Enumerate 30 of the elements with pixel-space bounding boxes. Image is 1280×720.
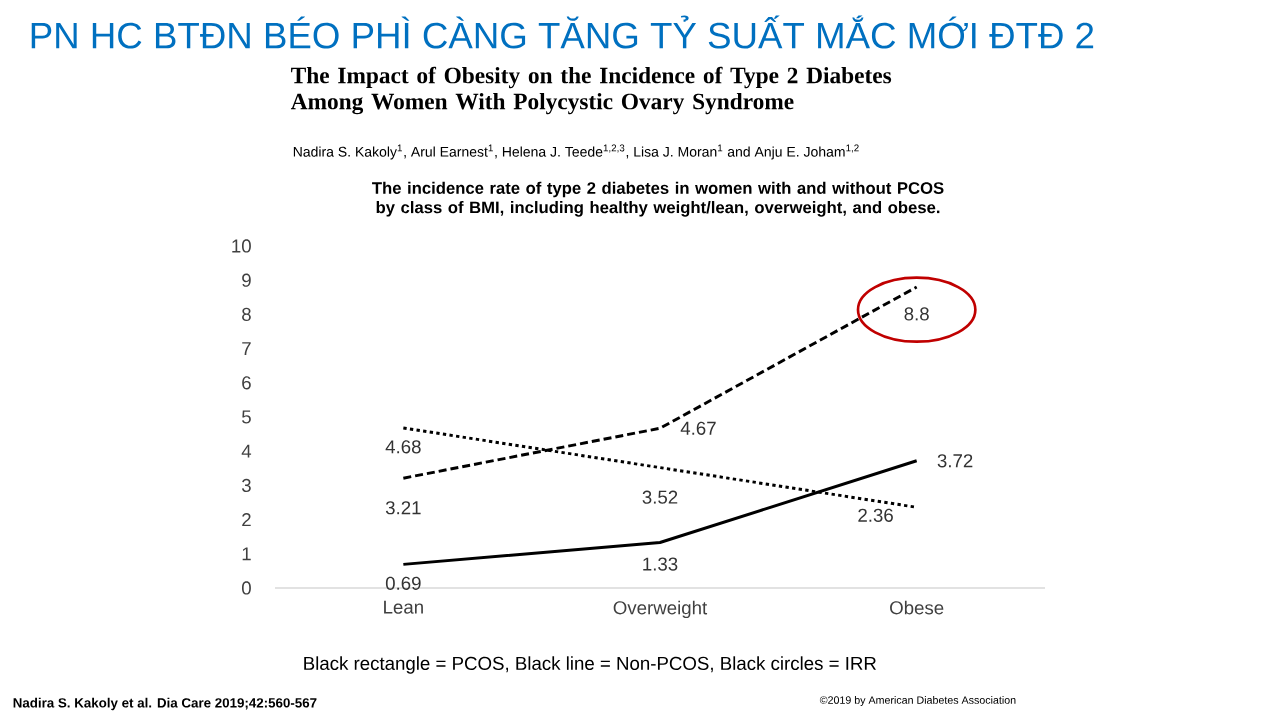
text: Black rectangle = PCOS, Black line = Non-PCOS, Black circles = IRR — [304, 656, 876, 674]
y-tick-label: 0 — [241, 581, 251, 595]
text: ©2019 by American Diabetes Association — [819, 696, 1016, 706]
data-label: 4.68 — [385, 440, 421, 454]
y-tick-label: 6 — [242, 376, 251, 390]
text: The incidence rate of type 2 diabetes in women with and without PCOS by class of BMI, including healthy weight/lean, overweight, and obese. — [372, 181, 944, 217]
data-label: 1.33 — [643, 557, 678, 571]
chart-subtitle: The Impact of Obesity on the Incidence of Type 2 Diabetes Among Women With Polycystic Ovary Syndrome — [290, 66, 892, 115]
y-tick-label: 7 — [242, 342, 251, 356]
data-label: 2.36 — [858, 508, 893, 522]
data-label: 3.72 — [937, 454, 973, 468]
text: Nadira S. Kakoly$^{1}$, Arul Earnest$^{1}$, Helena J. Teede$^{1,2,3}$, Lisa J. Moran$^{1}$ and Anju E. Joham$^{1,2}$ — [293, 144, 859, 160]
data-label: 0.69 — [385, 576, 421, 590]
data-label: 4.67 — [680, 421, 716, 435]
data-label: 3.21 — [385, 501, 421, 515]
x-tick-label: Obese — [890, 600, 944, 615]
x-tick-label: Lean — [384, 600, 423, 614]
data-label: 3.52 — [642, 490, 678, 504]
y-tick-label: 9 — [242, 273, 251, 287]
y-tick-label: 10 — [232, 239, 251, 253]
x-tick-label: Overweight — [613, 600, 708, 619]
y-tick-label: 1 — [242, 547, 251, 561]
y-tick-label: 4 — [241, 444, 252, 458]
y-tick-label: 2 — [242, 513, 251, 527]
y-tick-label: 3 — [241, 478, 251, 493]
text: Nadira S. Kakoly et al. Dia Care 2019;42:560-567 — [13, 697, 317, 711]
data-label: 8.8 — [904, 307, 929, 321]
y-tick-label: 8 — [242, 307, 251, 322]
y-tick-label: 5 — [242, 410, 251, 424]
chart-title: PN HC BTĐN BÉO PHÌ CÀNG TĂNG TỶ SUẤT MẮC MỚI ĐTĐ 2 — [31, 15, 1094, 49]
